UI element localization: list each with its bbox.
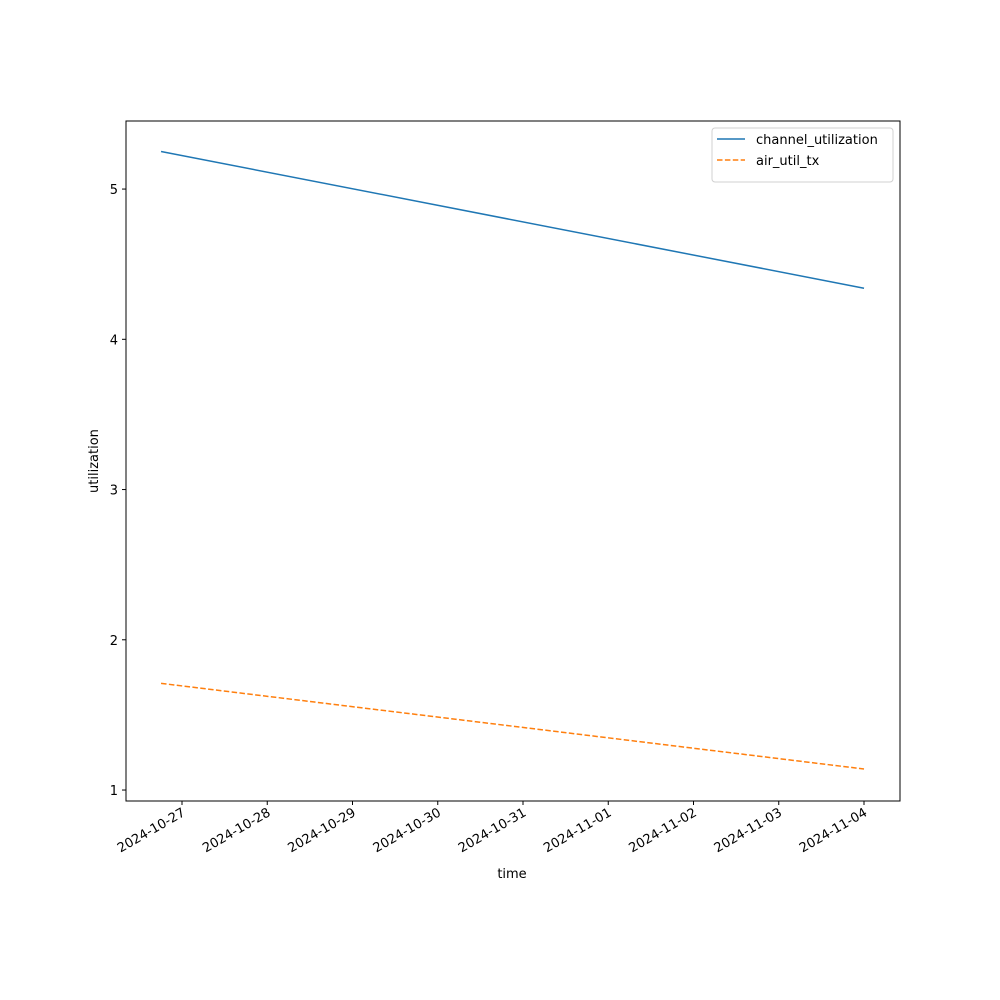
legend-box	[711, 127, 894, 183]
legend-label: air_util_tx	[756, 154, 820, 169]
y-tick-label: 4	[110, 333, 118, 348]
plot-frame	[125, 120, 901, 802]
y-tick-label: 1	[110, 784, 118, 799]
y-tick-label: 3	[110, 484, 118, 499]
y-tick-label: 2	[110, 634, 118, 649]
y-axis-label: utilization	[87, 429, 102, 493]
data-line	[160, 150, 865, 289]
legend-label: channel_utilization	[756, 133, 878, 148]
legend: channel_utilization air_util_tx	[711, 127, 894, 183]
x-axis-label: time	[497, 867, 526, 882]
y-tick-label: 5	[110, 183, 118, 198]
